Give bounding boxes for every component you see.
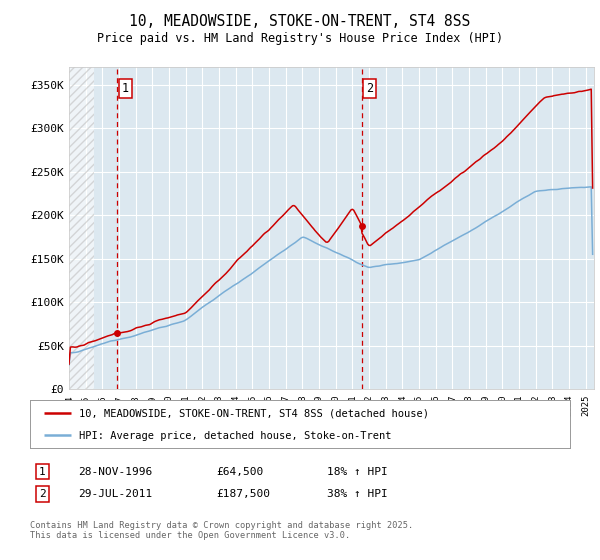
Text: £64,500: £64,500 bbox=[216, 466, 263, 477]
Text: Contains HM Land Registry data © Crown copyright and database right 2025.
This d: Contains HM Land Registry data © Crown c… bbox=[30, 521, 413, 540]
Text: £187,500: £187,500 bbox=[216, 489, 270, 499]
Text: 38% ↑ HPI: 38% ↑ HPI bbox=[327, 489, 388, 499]
Text: 10, MEADOWSIDE, STOKE-ON-TRENT, ST4 8SS (detached house): 10, MEADOWSIDE, STOKE-ON-TRENT, ST4 8SS … bbox=[79, 409, 428, 419]
Text: Price paid vs. HM Land Registry's House Price Index (HPI): Price paid vs. HM Land Registry's House … bbox=[97, 32, 503, 45]
Text: 2: 2 bbox=[365, 82, 373, 95]
Text: 2: 2 bbox=[39, 489, 46, 499]
Text: 10, MEADOWSIDE, STOKE-ON-TRENT, ST4 8SS: 10, MEADOWSIDE, STOKE-ON-TRENT, ST4 8SS bbox=[130, 14, 470, 29]
Text: HPI: Average price, detached house, Stoke-on-Trent: HPI: Average price, detached house, Stok… bbox=[79, 431, 391, 441]
Text: 28-NOV-1996: 28-NOV-1996 bbox=[78, 466, 152, 477]
Text: 18% ↑ HPI: 18% ↑ HPI bbox=[327, 466, 388, 477]
Bar bbox=[69, 67, 94, 389]
Text: 1: 1 bbox=[121, 82, 128, 95]
Text: 29-JUL-2011: 29-JUL-2011 bbox=[78, 489, 152, 499]
Text: 1: 1 bbox=[39, 466, 46, 477]
